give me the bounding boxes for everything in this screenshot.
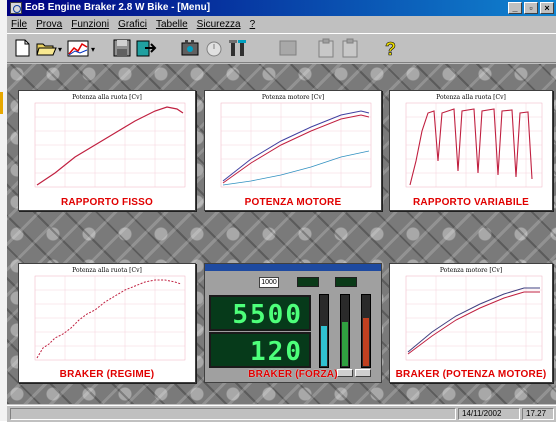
gauge-bar-1 — [319, 294, 329, 368]
status-message — [10, 408, 456, 420]
gauge-bar-2 — [340, 294, 350, 368]
tools-icon[interactable] — [227, 38, 249, 58]
plot-title: Potenza motore [Cv] — [261, 94, 325, 101]
window-title: EoB Engine Braker 2.8 W Bike - [Menu] — [25, 2, 211, 13]
close-button[interactable]: × — [540, 2, 554, 14]
plot-title: Potenza motore [Cv] — [439, 267, 503, 274]
toolbar: ▾ ▾ ? — [7, 33, 556, 63]
braker-small-button-1[interactable] — [337, 369, 353, 377]
panel-caption: RAPPORTO FISSO — [60, 197, 154, 208]
panel-braker-regime[interactable]: Potenza alla ruota [Cv] BRAKER (REGIME) — [18, 263, 196, 383]
panel-caption: POTENZA MOTORE — [244, 197, 342, 208]
rapporto-fisso-plot — [34, 102, 186, 188]
engine-icon[interactable] — [179, 38, 201, 58]
menu-funzioni[interactable]: Funzioni — [71, 19, 110, 30]
menu-file[interactable]: File — [11, 19, 28, 30]
dropdown-arrow-icon-2[interactable]: ▾ — [91, 45, 96, 54]
svg-text:?: ? — [385, 39, 396, 58]
maximize-button[interactable]: ▫ — [524, 2, 538, 14]
force-display: 120 — [209, 332, 311, 368]
new-file-icon[interactable] — [11, 38, 33, 58]
dropdown-arrow-icon[interactable]: ▾ — [58, 45, 63, 54]
app-icon[interactable] — [10, 2, 22, 14]
clipboard2-icon[interactable] — [339, 38, 361, 58]
rapporto-variabile-plot — [405, 102, 543, 188]
braker-potenza-motore-plot — [405, 275, 543, 361]
force-value: 120 — [250, 337, 303, 367]
rpm-display: 5500 — [209, 295, 311, 331]
panel-caption: RAPPORTO VARIABILE — [412, 197, 530, 208]
open-folder-icon[interactable] — [35, 38, 57, 58]
status-date: 14/11/2002 — [458, 408, 520, 420]
small-display-1 — [297, 277, 319, 287]
chart-icon[interactable] — [67, 38, 89, 58]
braker-input-field[interactable]: 1000 — [259, 277, 279, 288]
status-time: 17.27 — [522, 408, 554, 420]
menu-sicurezza[interactable]: Sicurezza — [196, 19, 241, 30]
potenza-motore-plot — [220, 102, 372, 188]
status-bar: 14/11/2002 17.27 — [7, 405, 556, 422]
plot-title: Potenza alla ruota [Cv] — [436, 94, 506, 101]
panel-braker-forza[interactable]: 1000 5500 120 BRAKER (FORZA) — [204, 263, 382, 383]
app-window: EoB Engine Braker 2.8 W Bike - [Menu] _ … — [7, 0, 556, 422]
help-icon[interactable]: ? — [379, 38, 401, 58]
clipboard-icon[interactable] — [315, 38, 337, 58]
timer-icon[interactable] — [203, 38, 225, 58]
menu-tabelle[interactable]: Tabelle — [155, 19, 188, 30]
small-display-2 — [335, 277, 357, 287]
panel-potenza-motore[interactable]: Potenza motore [Cv] POTENZA MOTORE — [204, 90, 382, 211]
rpm-value: 5500 — [232, 300, 303, 330]
minimize-button[interactable]: _ — [508, 2, 522, 14]
plot-title: Potenza alla ruota [Cv] — [72, 94, 142, 101]
braker-regime-plot — [34, 275, 186, 361]
braker-title-bar — [205, 264, 381, 271]
menu-grafici[interactable]: Grafici — [118, 19, 147, 30]
menu-prova[interactable]: Prova — [36, 19, 63, 30]
gauge-bar-3 — [361, 294, 371, 368]
save-icon[interactable] — [111, 38, 133, 58]
panel-rapporto-variabile[interactable]: Potenza alla ruota [Cv] RAPPORTO VARIABI… — [389, 90, 553, 211]
title-bar: EoB Engine Braker 2.8 W Bike - [Menu] _ … — [7, 0, 556, 16]
blank-icon[interactable] — [277, 38, 299, 58]
left-accent-mark — [0, 92, 3, 114]
panel-caption: BRAKER (FORZA) — [248, 369, 338, 380]
plot-title: Potenza alla ruota [Cv] — [72, 267, 142, 274]
panel-rapporto-fisso[interactable]: Potenza alla ruota [Cv] RAPPORTO FISSO — [18, 90, 196, 211]
export-icon[interactable] — [135, 38, 157, 58]
menu-help[interactable]: ? — [249, 19, 256, 30]
braker-small-button-2[interactable] — [355, 369, 371, 377]
panel-caption: BRAKER (REGIME) — [59, 369, 155, 380]
menu-bar: File Prova Funzioni Grafici Tabelle Sicu… — [7, 17, 556, 32]
left-background-strip — [0, 0, 7, 421]
panel-braker-potenza-motore[interactable]: Potenza motore [Cv] BRAKER (POTENZA MOTO… — [389, 263, 553, 383]
panel-caption: BRAKER (POTENZA MOTORE) — [395, 369, 547, 380]
